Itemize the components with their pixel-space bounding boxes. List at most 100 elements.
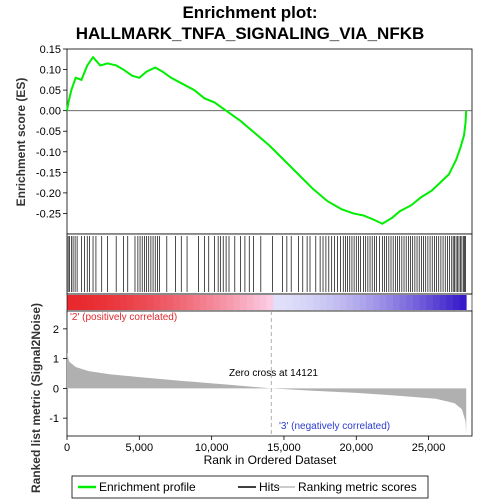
zero-cross-label: Zero cross at 14121: [229, 368, 318, 379]
x-tick-label: 0: [64, 442, 70, 454]
title-line-1: Enrichment plot:: [182, 3, 317, 22]
heatbar-segment: [206, 295, 214, 310]
heatbar-segment: [180, 295, 188, 310]
es-tick-label: -0.25: [36, 208, 61, 220]
heatbar-segment: [333, 295, 341, 310]
heatbar-segment: [253, 295, 261, 310]
heatbar-segment: [93, 295, 101, 310]
heatbar-segment: [439, 295, 447, 310]
es-tick-label: 0.15: [40, 44, 61, 56]
x-tick-label: 25,000: [412, 442, 446, 454]
heatbar-segment: [426, 295, 434, 310]
es-axis: -0.25 -0.20 -0.15 -0.10 -0.05 0.00 0.05 0.10 0.1…: [36, 44, 67, 220]
legend-enrichment-label: Enrichment profile: [99, 480, 196, 494]
heatbar-segment: [452, 295, 460, 310]
heatbar-segment: [100, 295, 108, 310]
es-panel-frame: [66, 48, 473, 235]
heatbar-segment: [80, 295, 88, 310]
legend-ranking-label: Ranking metric scores: [298, 480, 417, 494]
heatbar-segment: [339, 295, 347, 310]
es-axis-label: Enrichment score (ES): [14, 78, 28, 207]
metric-tick-label: 0: [53, 383, 59, 395]
metric-tick-label: 1: [53, 354, 59, 366]
heatbar-segment: [246, 295, 254, 310]
es-tick-label: 0.05: [40, 85, 61, 97]
metric-tick-label: -1: [49, 413, 59, 425]
heatbar-segment: [346, 295, 354, 310]
heatbar-segment: [432, 295, 440, 310]
metric-axis-label: Ranked list metric (Signal2Noise): [29, 303, 43, 493]
heatbar-segment: [412, 295, 421, 310]
heatbar-segment: [220, 295, 228, 310]
heatbar-segment: [146, 295, 154, 310]
hits-marks: [67, 236, 466, 292]
heatbar-segment: [366, 295, 374, 310]
es-tick-label: -0.10: [36, 147, 61, 159]
heatbar-segment: [239, 295, 248, 310]
heatbar-segment: [446, 295, 454, 310]
heatbar-segment: [279, 295, 287, 310]
heatbar-segment: [193, 295, 201, 310]
heatbar-segment: [113, 295, 121, 310]
hits-panel-frame: [66, 233, 473, 295]
heatbar-segment: [299, 295, 307, 310]
heatbar-segment: [67, 295, 75, 310]
heatbar-segment: [106, 295, 114, 310]
heatbar-segment: [160, 295, 168, 310]
heatbar-segment: [120, 295, 128, 310]
es-tick-label: -0.15: [36, 167, 61, 179]
heatbar-segment: [86, 295, 95, 310]
heatbar-segment: [386, 295, 394, 310]
heatbar-segment: [399, 295, 407, 310]
heatbar-segment: [233, 295, 241, 310]
es-tick-label: 0.00: [40, 106, 61, 118]
negative-label: '3' (negatively correlated): [279, 421, 390, 432]
legend-hits-label: Hits: [259, 480, 280, 494]
heatbar-segment: [133, 295, 141, 310]
heatbar-segment: [419, 295, 427, 310]
heatbar-segment: [126, 295, 134, 310]
metric-axis: -1 0 1 2: [49, 324, 67, 425]
heatbar-segment: [406, 295, 414, 310]
heatbar-segment: [379, 295, 387, 310]
enrichment-profile-line: [66, 55, 468, 225]
x-tick-label: 10,000: [195, 442, 229, 454]
metric-tick-label: 2: [53, 324, 59, 336]
heatbar-segment: [226, 295, 234, 310]
heatbar-segment: [153, 295, 161, 310]
heatbar-segment: [173, 295, 181, 310]
heatbar-segment: [313, 295, 321, 310]
heatbar-segment: [259, 295, 268, 310]
heatbar-segment: [286, 295, 294, 310]
heatbar-segment: [273, 295, 281, 310]
heatbar-segment: [266, 295, 274, 310]
ranking-metric-area: [67, 352, 467, 434]
heatbar-segment: [359, 295, 367, 310]
metric-panel-frame: [66, 310, 473, 437]
heatbar-segment: [200, 295, 208, 310]
x-axis-label: Rank in Ordered Dataset: [204, 453, 337, 467]
heatbar-segment: [186, 295, 194, 310]
heatbar-segment: [393, 295, 401, 310]
heatbar-segment: [459, 295, 467, 310]
heatbar-segment: [306, 295, 314, 310]
heatbar-segment: [166, 295, 174, 310]
es-tick-label: 0.10: [40, 65, 61, 77]
heatbar-segment: [73, 295, 81, 310]
x-tick-label: 15,000: [267, 442, 301, 454]
x-tick-label: 20,000: [339, 442, 373, 454]
heatbar-segment: [373, 295, 381, 310]
heatbar-segment: [319, 295, 327, 310]
x-axis: 0 5,000 10,000 15,000 20,000 25,000: [64, 436, 445, 454]
es-tick-label: -0.05: [36, 126, 61, 138]
heatbar-segment: [353, 295, 361, 310]
positive-label: '2' (positively correlated): [70, 312, 177, 323]
es-tick-label: -0.20: [36, 188, 61, 200]
title-line-2: HALLMARK_TNFA_SIGNALING_VIA_NFKB: [76, 24, 425, 43]
ranking-heatbar: [67, 295, 467, 310]
heatbar-segment: [293, 295, 301, 310]
x-tick-label: 5,000: [126, 442, 154, 454]
heatbar-segment: [140, 295, 148, 310]
